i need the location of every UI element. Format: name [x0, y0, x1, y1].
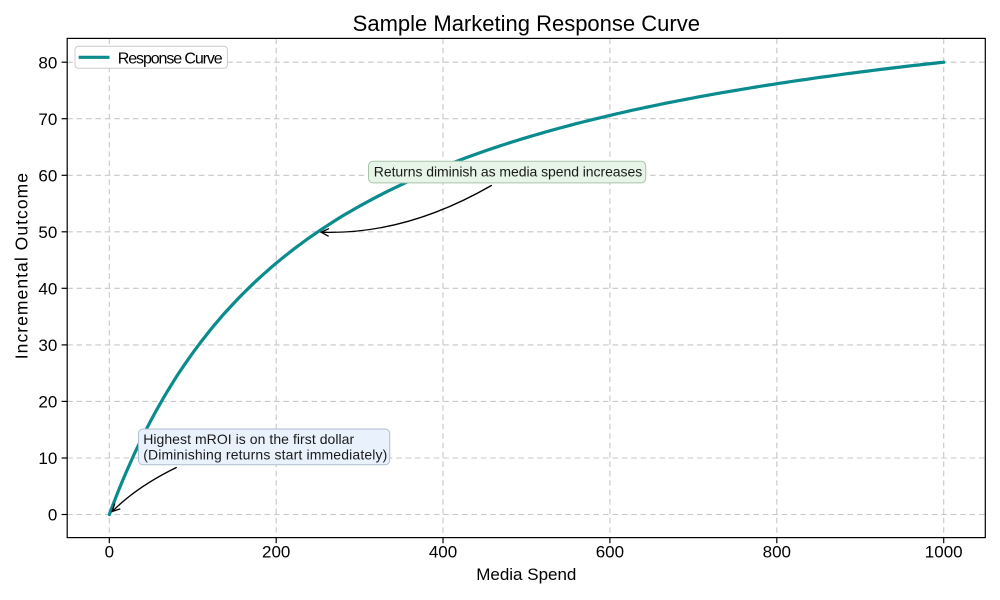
- svg-text:200: 200: [262, 543, 290, 562]
- svg-text:Incremental Outcome: Incremental Outcome: [12, 172, 32, 359]
- svg-text:400: 400: [429, 543, 457, 562]
- svg-text:50: 50: [38, 223, 57, 242]
- svg-text:10: 10: [38, 449, 57, 468]
- svg-text:(Diminishing returns start imm: (Diminishing returns start immediately): [143, 446, 387, 462]
- svg-text:Highest mROI is on the first d: Highest mROI is on the first dollar: [143, 431, 354, 447]
- svg-text:Sample Marketing Response Curv: Sample Marketing Response Curve: [353, 11, 700, 36]
- svg-text:40: 40: [38, 280, 57, 299]
- svg-text:800: 800: [763, 543, 791, 562]
- svg-text:0: 0: [105, 543, 114, 562]
- svg-text:Response Curve: Response Curve: [118, 50, 223, 67]
- svg-text:20: 20: [38, 393, 57, 412]
- svg-text:1000: 1000: [925, 543, 963, 562]
- svg-text:60: 60: [38, 167, 57, 186]
- svg-text:30: 30: [38, 336, 57, 355]
- svg-text:Returns diminish as media spen: Returns diminish as media spend increase…: [374, 164, 642, 180]
- svg-text:80: 80: [38, 53, 57, 72]
- svg-text:0: 0: [48, 506, 57, 525]
- svg-text:70: 70: [38, 110, 57, 129]
- svg-text:Media Spend: Media Spend: [476, 565, 576, 584]
- svg-text:600: 600: [596, 543, 624, 562]
